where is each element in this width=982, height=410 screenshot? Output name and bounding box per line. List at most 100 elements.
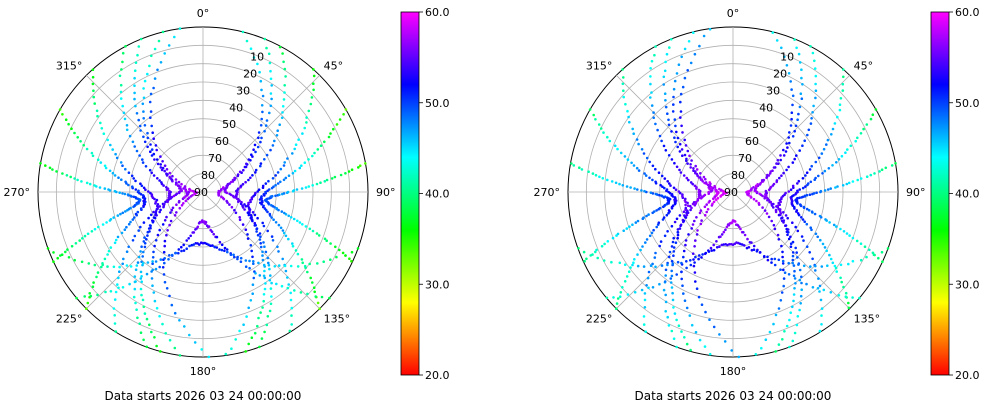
track-point [239,202,243,206]
track-point [621,68,624,71]
track-point [750,187,753,190]
track-point [294,249,298,252]
track-point [881,260,884,264]
angle-tick-label: 225° [586,313,613,326]
track-point [260,195,263,198]
track-point [618,295,622,299]
track-point [272,185,275,188]
track-point [159,61,163,64]
track-point [722,243,725,246]
track-point [680,55,683,59]
track-point [78,239,81,242]
track-point [823,169,827,173]
track-point [621,184,625,187]
track-point [152,174,156,177]
track-point [667,255,671,259]
track-point [262,204,265,208]
colorbar [400,11,420,376]
track-point [851,236,855,240]
track-point [588,108,592,111]
track-point [139,225,142,229]
track-point [810,164,813,168]
track-point [64,250,67,254]
track-point [165,233,168,237]
track-point [241,204,244,207]
track-point [117,276,120,280]
track-point [752,186,755,189]
track-point [820,152,824,155]
track-point [73,177,76,180]
track-point [743,244,746,247]
track-point [151,262,154,266]
track-point [114,152,117,156]
track-point [839,263,843,267]
track-point [243,203,246,206]
track-point [193,341,197,344]
track-point [809,122,813,125]
track-point [680,124,683,128]
track-point [777,343,781,346]
track-point [325,239,329,242]
track-point [263,330,266,334]
track-point [818,329,822,333]
track-point [97,225,100,229]
track-point [694,164,697,168]
track-point [680,330,683,333]
track-point [796,196,799,200]
track-point [644,241,647,244]
track-point [789,242,793,245]
track-point [712,200,716,204]
track-point [139,182,142,185]
track-point [877,256,880,260]
track-point [155,158,159,161]
track-point [643,172,646,175]
track-point [844,151,847,154]
track-point [746,237,749,241]
track-point [251,219,254,223]
track-point [672,95,675,99]
track-point [153,47,157,51]
track-point [777,258,781,262]
track-point [133,216,136,219]
track-point [672,103,675,106]
track-point [670,245,674,248]
track-point [168,294,171,298]
track-point [239,184,243,188]
radial-tick-label: 10 [250,51,264,64]
track-point [138,322,141,326]
track-point [174,251,178,255]
track-point [787,165,790,169]
track-point [799,302,802,305]
track-point [774,350,777,353]
track-point [101,223,105,226]
track-point [241,182,245,186]
track-point [649,75,652,78]
track-point [342,113,345,116]
track-point [814,232,818,236]
track-point [91,285,95,289]
track-point [155,344,158,348]
track-point [784,214,788,217]
track-point [180,249,183,253]
track-point [685,306,689,310]
track-point [256,216,259,220]
track-point [82,143,85,147]
track-point [859,258,863,262]
track-point [182,243,185,247]
track-point [700,256,703,259]
track-point [173,311,177,315]
track-point [316,262,319,265]
track-point [296,252,300,256]
track-point [801,177,805,180]
track-point [686,201,689,205]
track-point [66,248,69,251]
track-point [845,232,849,235]
track-point [798,196,801,200]
track-point [136,316,139,320]
track-point [91,154,95,158]
track-point [774,208,778,212]
track-point [704,181,708,184]
track-point [91,68,95,71]
track-point [679,223,683,227]
track-point [256,190,260,193]
